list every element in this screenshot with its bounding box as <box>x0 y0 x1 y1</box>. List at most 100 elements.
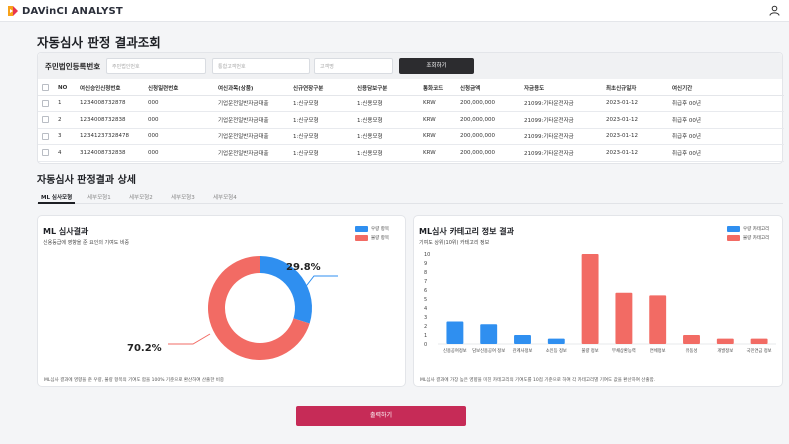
app-logo[interactable]: DAVinCI ANALYST <box>7 5 123 17</box>
table-cell: 12341237328478 <box>76 128 144 145</box>
y-tick-label: 8 <box>424 270 427 276</box>
table-cell: 기업운전일반자금대출 <box>214 144 289 162</box>
category-result-title: ML심사 카테고리 정보 결과 <box>419 227 515 236</box>
bar-7 <box>649 295 667 344</box>
row-checkbox[interactable] <box>42 116 49 124</box>
table-cell: 4 <box>54 144 76 162</box>
col-header: 여신기간 <box>668 81 784 96</box>
table-cell: 2023-01-12 <box>602 111 668 129</box>
x-tick-label: 불량 정보 <box>582 347 599 354</box>
table-cell: 취급후 00년 <box>668 128 784 145</box>
table-cell: 1:신용모형 <box>353 95 419 112</box>
x-tick-label: 소인등 정보 <box>546 347 567 354</box>
category-result-subtitle: 기여도 상위(10위) 카테고리 정보 <box>419 240 490 246</box>
table-cell: 000 <box>144 144 214 162</box>
col-header: 신용담보구분 <box>353 81 419 96</box>
print-button[interactable]: 출력하기 <box>296 406 466 426</box>
resident-number-input[interactable]: 주민법인번호 <box>106 58 206 74</box>
x-tick-label: 유동성 <box>686 347 698 354</box>
y-tick-label: 9 <box>424 261 427 267</box>
category-result-panel: ML심사 카테고리 정보 결과 기여도 상위(10위) 카테고리 정보 우량 카… <box>413 215 783 387</box>
tab-submodel-3[interactable]: 세부모형3 <box>171 195 195 201</box>
table-cell: 200,000,000 <box>456 95 520 112</box>
bar-4 <box>547 338 565 344</box>
row-checkbox[interactable] <box>42 99 49 107</box>
y-tick-label: 7 <box>424 279 427 285</box>
y-tick-label: 4 <box>424 306 427 312</box>
y-tick-label: 10 <box>424 252 430 258</box>
y-tick-label: 0 <box>424 342 427 348</box>
ml-result-title: ML 심사결과 <box>43 227 89 236</box>
legend-item-good: 우량 항목 <box>355 226 389 232</box>
col-header: 신청금액 <box>456 81 520 96</box>
y-tick-label: 1 <box>424 333 427 339</box>
y-tick-label: 6 <box>424 288 427 294</box>
table-cell: 3 <box>54 128 76 145</box>
tab-submodel-1[interactable]: 세부모형1 <box>87 195 111 201</box>
bar-1 <box>446 321 464 344</box>
detail-section-title: 자동심사 판정결과 상세 <box>37 175 136 186</box>
table-cell: 취급후 00년 <box>668 144 784 162</box>
row-checkbox[interactable] <box>42 132 49 140</box>
tab-ml-model[interactable]: ML 심사모형 <box>41 195 73 201</box>
col-header: 통화코드 <box>419 81 456 96</box>
legend-label: 불량 카테고리 <box>743 236 770 241</box>
legend-swatch <box>727 235 740 241</box>
table-cell: 1:신규모형 <box>289 144 353 162</box>
y-tick-label: 3 <box>424 315 427 321</box>
table-cell: 취급후 00년 <box>668 95 784 112</box>
top-bar: DAVinCI ANALYST <box>0 0 789 22</box>
table-row[interactable]: 4 3124008732838 000 기업운전일반자금대출 1:신규모형 1:… <box>38 144 784 162</box>
col-header: 여신과목(상품) <box>214 81 289 96</box>
tab-submodel-4[interactable]: 세부모형4 <box>213 195 237 201</box>
table-cell: KRW <box>419 128 456 145</box>
bad-leader-line <box>168 333 211 345</box>
tab-submodel-2[interactable]: 세부모형2 <box>129 195 153 201</box>
col-header: 여신승인신청번호 <box>76 81 144 96</box>
table-cell: 200,000,000 <box>456 144 520 162</box>
table-cell: 기업운전일반자금대출 <box>214 128 289 145</box>
x-tick-label: 개발정보 <box>717 347 733 354</box>
customer-name-input[interactable]: 고객명 <box>314 58 393 74</box>
legend-label: 우량 항목 <box>371 227 389 232</box>
table-cell: 000 <box>144 128 214 145</box>
col-header: 최초신규일자 <box>602 81 668 96</box>
table-cell: KRW <box>419 95 456 112</box>
table-cell: 21099:기타운전자금 <box>520 144 602 162</box>
table-cell: 1234008732838 <box>76 111 144 129</box>
table-cell: 1:신규모형 <box>289 128 353 145</box>
select-all-checkbox[interactable] <box>42 84 49 92</box>
table-cell: 1:신규모형 <box>289 95 353 112</box>
row-checkbox[interactable] <box>42 149 49 157</box>
table-cell: 1234008732878 <box>76 95 144 112</box>
legend-swatch <box>355 226 368 232</box>
results-table: NO 여신승인신청번호 신청일련번호 여신과목(상품) 신규연장구분 신용담보구… <box>38 81 784 162</box>
donut-slice-bad <box>208 256 310 360</box>
x-tick-label: 부채상환능력 <box>612 347 636 354</box>
bar-8 <box>683 335 700 344</box>
table-row[interactable]: 3 12341237328478 000 기업운전일반자금대출 1:신규모형 1… <box>38 128 784 145</box>
table-cell: 2023-01-12 <box>602 128 668 145</box>
table-cell: 1:신용모형 <box>353 144 419 162</box>
ml-result-subtitle: 신용등급에 영향을 준 요인의 기여도 비중 <box>43 240 130 246</box>
table-cell: 기업운전일반자금대출 <box>214 95 289 112</box>
table-header-row: NO 여신승인신청번호 신청일련번호 여신과목(상품) 신규연장구분 신용담보구… <box>38 81 784 96</box>
table-cell: 2023-01-12 <box>602 95 668 112</box>
bar-10 <box>750 338 768 344</box>
logo-icon <box>8 6 18 16</box>
table-cell: 200,000,000 <box>456 111 520 129</box>
good-leader-line <box>299 275 338 295</box>
table-row[interactable]: 1 1234008732878 000 기업운전일반자금대출 1:신규모형 1:… <box>38 95 784 112</box>
search-button[interactable]: 조회하기 <box>399 58 474 74</box>
legend-label: 불량 항목 <box>371 236 389 241</box>
table-row[interactable]: 2 1234008732838 000 기업운전일반자금대출 1:신규모형 1:… <box>38 111 784 129</box>
col-header: 자금용도 <box>520 81 602 96</box>
detail-tabs: ML 심사모형 세부모형1 세부모형2 세부모형3 세부모형4 <box>37 191 783 204</box>
legend-label: 우량 카테고리 <box>743 227 770 232</box>
user-icon[interactable] <box>769 5 780 16</box>
table-cell: 000 <box>144 95 214 112</box>
customer-number-input[interactable]: 통합고객번호 <box>212 58 310 74</box>
ml-result-footnote: ML심사 결과에 영향을 준 우량, 불량 항목의 기여도 합을 100% 기준… <box>44 378 225 383</box>
bar-2 <box>480 324 498 344</box>
legend-swatch <box>355 235 368 241</box>
